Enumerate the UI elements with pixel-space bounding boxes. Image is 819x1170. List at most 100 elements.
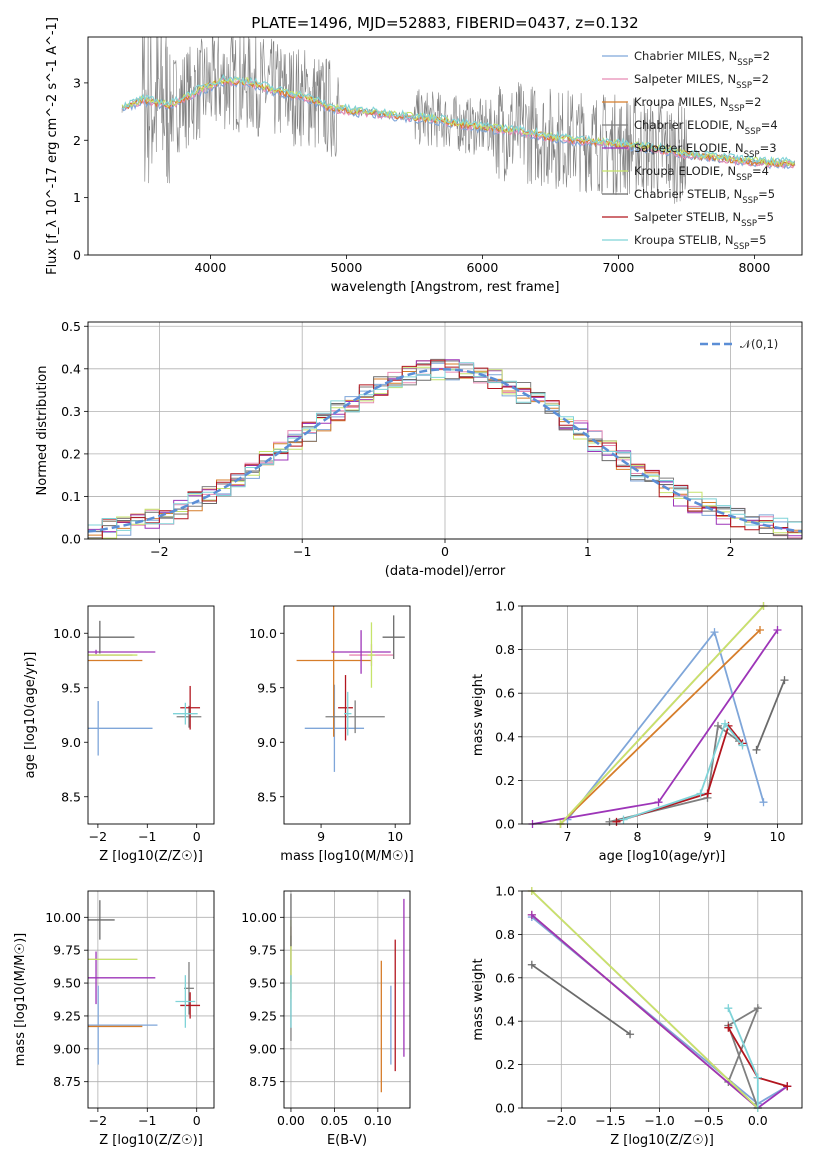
y-tick-label: 0.0 bbox=[495, 817, 515, 832]
age-vs-mass-panel: 9 10 8.5 9.0 9.5 10.0 mass [log10(M/M☉)] bbox=[249, 605, 414, 864]
weight-point-marker bbox=[527, 910, 536, 919]
legend-entry: Chabrier MILES, NSSP=2 bbox=[634, 49, 770, 68]
x-tick-label: 6000 bbox=[466, 260, 498, 275]
x-tick-label: 8 bbox=[634, 829, 642, 844]
x-tick-label: 10 bbox=[770, 829, 786, 844]
weight-series-line bbox=[609, 724, 740, 823]
y-tick-label: 9.75 bbox=[53, 943, 81, 958]
axes-frame bbox=[283, 605, 411, 825]
y-tick-label: 9.75 bbox=[249, 943, 277, 958]
error-bars bbox=[88, 900, 201, 1065]
weight-point-marker bbox=[605, 817, 614, 826]
y-tick-label: 9.50 bbox=[53, 976, 81, 991]
x-axis-label: Z [log10(Z/Z☉)] bbox=[610, 1133, 714, 1148]
y-tick-label: 0.4 bbox=[61, 361, 81, 376]
x-axis-label: age [log10(age/yr)] bbox=[599, 849, 726, 864]
axes-frame bbox=[521, 890, 803, 1109]
x-tick-label: 8000 bbox=[738, 260, 770, 275]
x-axis-label: Z [log10(Z/Z☉)] bbox=[99, 849, 203, 864]
legend-entry: Kroupa MILES, NSSP=2 bbox=[634, 95, 761, 114]
x-tick-label: −1 bbox=[138, 1113, 156, 1128]
x-tick-label: 0 bbox=[193, 1113, 201, 1128]
weight-point-marker bbox=[752, 745, 761, 754]
x-tick-label: −1 bbox=[138, 829, 156, 844]
weight-point-marker bbox=[783, 1082, 792, 1091]
y-tick-label: 0.3 bbox=[61, 404, 81, 419]
spectrum-lines bbox=[121, 37, 796, 204]
error-bars bbox=[88, 620, 202, 756]
residual-histogram-panel: −2 −1 0 1 2 0.0 0.1 0.2 0.3 0.4 0.5 (data-model)/er… bbox=[35, 319, 803, 579]
y-tick-label: 1.0 bbox=[495, 884, 515, 899]
weight-lines bbox=[528, 602, 789, 828]
model-spectrum-line bbox=[121, 76, 795, 167]
weight-point-marker bbox=[714, 721, 722, 730]
y-tick-label: 8.5 bbox=[257, 789, 277, 804]
y-axis-label: mass [log10(M/M☉)] bbox=[13, 933, 28, 1066]
y-tick-label: 0.2 bbox=[495, 1057, 515, 1072]
y-axis-label: mass weight bbox=[471, 674, 486, 756]
y-tick-label: 1.0 bbox=[495, 599, 515, 614]
y-tick-label: 0.5 bbox=[61, 319, 81, 334]
weight-point-marker bbox=[696, 789, 705, 798]
axes-frame bbox=[87, 321, 803, 540]
x-tick-label: 10 bbox=[387, 829, 403, 844]
x-tick-label: 9 bbox=[704, 829, 712, 844]
weight-series-line bbox=[559, 605, 765, 825]
y-tick-label: 0.4 bbox=[495, 1014, 515, 1029]
model-spectrum-line bbox=[121, 73, 795, 166]
y-tick-label: 10.0 bbox=[249, 626, 277, 641]
histograms bbox=[88, 358, 802, 539]
x-axis-label: Z [log10(Z/Z☉)] bbox=[99, 1133, 203, 1148]
error-bars bbox=[290, 893, 405, 1093]
spectrum-panel: 4000 5000 6000 7000 8000 0 1 2 3 wavelength [Angs… bbox=[45, 17, 803, 295]
y-tick-label: 0.8 bbox=[495, 642, 515, 657]
axes-frame bbox=[87, 605, 215, 825]
mass-weight-vs-age-panel: 7 8 9 10 0.0 0.2 0.4 0.6 0.8 1.0 age [log10(age/yr… bbox=[471, 599, 803, 864]
y-tick-label: 9.00 bbox=[249, 1041, 277, 1056]
y-tick-label: 0.2 bbox=[61, 446, 81, 461]
x-tick-label: 0 bbox=[441, 544, 449, 559]
weight-series-line bbox=[616, 724, 744, 823]
weight-point-marker bbox=[773, 625, 782, 634]
x-tick-label: 0 bbox=[193, 829, 201, 844]
data-spectrum-line bbox=[121, 37, 796, 204]
axes-frame bbox=[283, 890, 411, 1109]
normal-reference-curve bbox=[88, 368, 802, 533]
y-tick-label: 0.2 bbox=[495, 773, 515, 788]
y-axis-label: mass weight bbox=[471, 958, 486, 1040]
x-tick-label: −1 bbox=[293, 544, 311, 559]
legend-entry: Salpeter MILES, NSSP=2 bbox=[634, 72, 769, 91]
weight-series-line bbox=[559, 629, 761, 825]
x-tick-label: 0.05 bbox=[320, 1113, 348, 1128]
weight-point-marker bbox=[654, 798, 663, 807]
histogram-step-line bbox=[88, 362, 802, 537]
y-tick-label: 9.5 bbox=[257, 680, 277, 695]
legend-entry: Chabrier STELIB, NSSP=5 bbox=[634, 187, 775, 206]
weight-point-marker bbox=[780, 676, 789, 685]
y-tick-label: 0.0 bbox=[495, 1101, 515, 1116]
y-tick-label: 9.5 bbox=[61, 680, 81, 695]
y-tick-label: 1 bbox=[73, 190, 81, 205]
weight-point-marker bbox=[753, 1073, 762, 1082]
weight-point-marker bbox=[710, 628, 719, 637]
y-tick-label: 8.75 bbox=[249, 1074, 277, 1089]
x-tick-label: −1.0 bbox=[644, 1113, 674, 1128]
x-tick-label: 9 bbox=[317, 829, 325, 844]
y-axis-label: Normed distribution bbox=[35, 366, 50, 496]
x-tick-label: 2 bbox=[727, 544, 735, 559]
y-tick-label: 9.25 bbox=[53, 1008, 81, 1023]
weight-series-line bbox=[623, 721, 744, 821]
y-axis-label: Flux [f_λ 10^-17 erg cm^-2 s^-1 A^-1] bbox=[45, 17, 60, 275]
y-tick-label: 0 bbox=[73, 248, 81, 263]
x-tick-label: 0.0 bbox=[748, 1113, 768, 1128]
x-tick-label: −1.5 bbox=[595, 1113, 625, 1128]
y-axis-label: age [log10(age/yr)] bbox=[23, 652, 38, 779]
y-tick-label: 0.6 bbox=[495, 686, 515, 701]
x-tick-label: −2 bbox=[150, 544, 168, 559]
x-axis-label: wavelength [Angstrom, rest frame] bbox=[331, 280, 560, 295]
y-tick-label: 0.1 bbox=[61, 489, 81, 504]
axes-frame bbox=[87, 36, 803, 256]
y-tick-label: 9.25 bbox=[249, 1008, 277, 1023]
error-bars bbox=[296, 606, 405, 772]
